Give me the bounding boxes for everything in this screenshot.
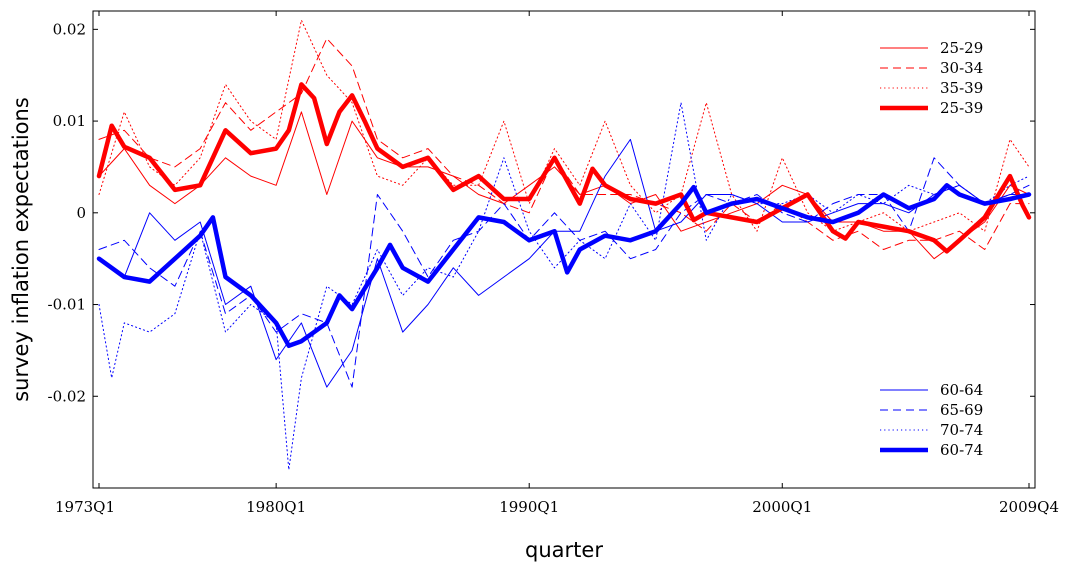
legend-label-65-69: 65-69: [940, 401, 983, 419]
legend-label-25-29: 25-29: [940, 39, 983, 57]
x-axis-title: quarter: [525, 538, 603, 562]
legend-label-30-34: 30-34: [940, 59, 983, 77]
series-line-25-29: [98, 111, 1030, 260]
series-line-70-74: [98, 102, 1030, 471]
ticks-layer: 0.02 0.01 0 -0.01 -0.02 1973Q1 1980Q1 1990Q1 200…: [48, 11, 1059, 516]
plot-frame: [92, 10, 1036, 489]
x-tick-label: 1990Q1: [499, 498, 559, 516]
y-tick-label: 0.01: [53, 112, 86, 130]
x-tick-label: 2009Q4: [999, 498, 1059, 516]
series-line-25-39: [96, 82, 1032, 254]
y-tick-label: 0: [76, 204, 86, 222]
legend-bottom: 60-64 65-69 70-74 60-74: [880, 381, 983, 459]
y-tick-label: -0.02: [48, 387, 86, 405]
series-layer: [96, 19, 1032, 471]
y-tick-label: 0.02: [53, 20, 86, 38]
legend-label-60-74: 60-74: [940, 441, 983, 459]
x-tick-label: 1980Q1: [246, 498, 306, 516]
series-line-35-39: [98, 19, 1030, 232]
legend-label-25-39: 25-39: [940, 99, 983, 117]
series-line-65-69: [98, 157, 1030, 388]
series-line-60-74: [96, 183, 1032, 349]
x-tick-label: 1973Q1: [55, 498, 115, 516]
x-tick-label: 2000Q1: [752, 498, 812, 516]
legend-label-60-64: 60-64: [940, 381, 983, 399]
series-line-30-34: [98, 38, 1030, 250]
legend-top: 25-29 30-34 35-39 25-39: [880, 39, 983, 117]
legend-label-70-74: 70-74: [940, 421, 983, 439]
y-tick-label: -0.01: [48, 296, 86, 314]
y-axis-title: survey inflation expectations: [9, 97, 33, 402]
legend-label-35-39: 35-39: [940, 79, 983, 97]
